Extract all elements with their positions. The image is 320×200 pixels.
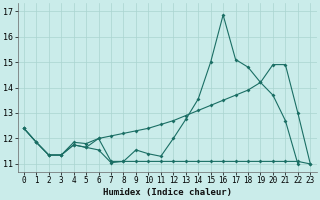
X-axis label: Humidex (Indice chaleur): Humidex (Indice chaleur) [103,188,232,197]
